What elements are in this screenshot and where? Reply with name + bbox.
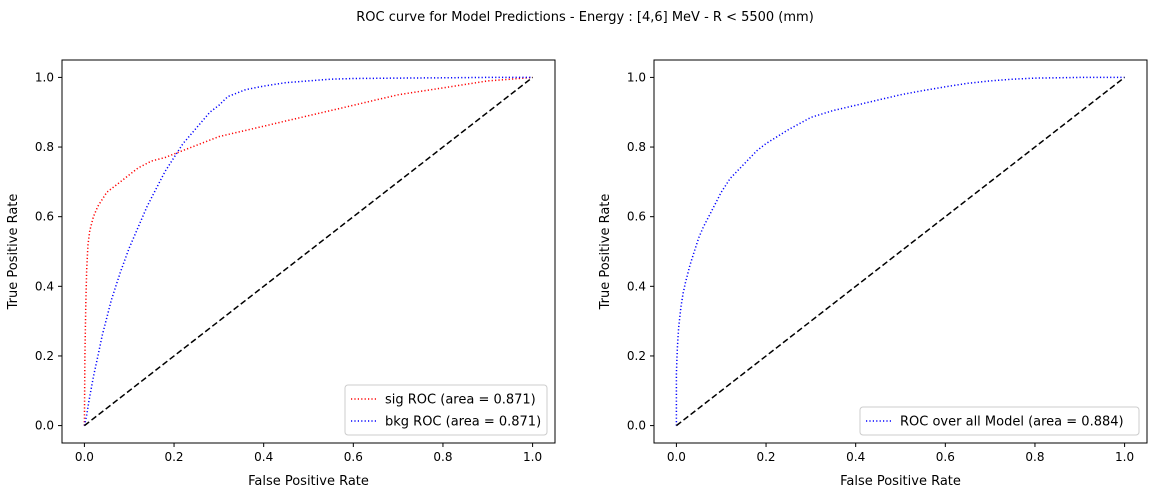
legend: ROC over all Model (area = 0.884) — [859, 406, 1140, 436]
x-tick-label: 0.4 — [254, 450, 273, 464]
y-tick-label: 1.0 — [627, 70, 646, 84]
x-tick-label: 1.0 — [523, 450, 542, 464]
x-tick-label: 0.4 — [846, 450, 865, 464]
figure-title: ROC curve for Model Predictions - Energy… — [356, 10, 814, 25]
x-tick-label: 0.8 — [433, 450, 452, 464]
x-tick-label: 0.2 — [164, 450, 183, 464]
plot-2: 0.0 0.2 0.4 0.6 0.8 1.0 0.0 0.2 0.4 0.6 0.8 1.0 Fals… — [598, 59, 1148, 489]
legend-box — [859, 406, 1140, 436]
diagonal-reference-line — [83, 76, 534, 427]
axes-frame — [653, 59, 1148, 444]
x-tick-label: 0.0 — [75, 450, 94, 464]
legend-label: ROC over all Model (area = 0.884) — [900, 415, 1124, 430]
x-axis-label: False Positive Rate — [248, 474, 369, 489]
x-tick-label: 1.0 — [1115, 450, 1134, 464]
roc-curve-line — [83, 76, 533, 426]
legend-label: bkg ROC (area = 0.871) — [385, 415, 541, 430]
x-tick-label: 0.2 — [756, 450, 775, 464]
x-tick-label: 0.6 — [344, 450, 363, 464]
y-axis-label: True Positive Rate — [6, 194, 21, 311]
x-tick-label: 0.0 — [667, 450, 686, 464]
y-tick-label: 0.4 — [35, 279, 54, 293]
y-tick-label: 0.0 — [627, 419, 646, 433]
y-tick-label: 0.8 — [627, 140, 646, 154]
y-tick-label: 0.6 — [35, 210, 54, 224]
legend-box — [344, 384, 548, 436]
x-axis-label: False Positive Rate — [840, 474, 961, 489]
roc-curve-line — [83, 76, 533, 426]
axes-frame — [61, 59, 556, 444]
y-tick-label: 0.0 — [35, 419, 54, 433]
diagonal-reference-line — [675, 76, 1126, 427]
legend-label: sig ROC (area = 0.871) — [385, 393, 536, 408]
y-tick-label: 0.2 — [627, 349, 646, 363]
y-tick-label: 1.0 — [35, 70, 54, 84]
y-tick-label: 0.6 — [627, 210, 646, 224]
y-axis-label: True Positive Rate — [598, 194, 613, 311]
plots-container: 0.0 0.2 0.4 0.6 0.8 1.0 0.0 0.2 0.4 0.6 0.8 1.0 Fals… — [6, 59, 1148, 489]
roc-curve-line — [675, 76, 1125, 426]
x-tick-label: 0.6 — [936, 450, 955, 464]
x-tick-label: 0.8 — [1025, 450, 1044, 464]
plot-1: 0.0 0.2 0.4 0.6 0.8 1.0 0.0 0.2 0.4 0.6 0.8 1.0 Fals… — [6, 59, 556, 489]
y-tick-label: 0.8 — [35, 140, 54, 154]
legend: sig ROC (area = 0.871) bkg ROC (area = 0.… — [344, 384, 548, 436]
y-tick-label: 0.2 — [35, 349, 54, 363]
y-tick-label: 0.4 — [627, 279, 646, 293]
